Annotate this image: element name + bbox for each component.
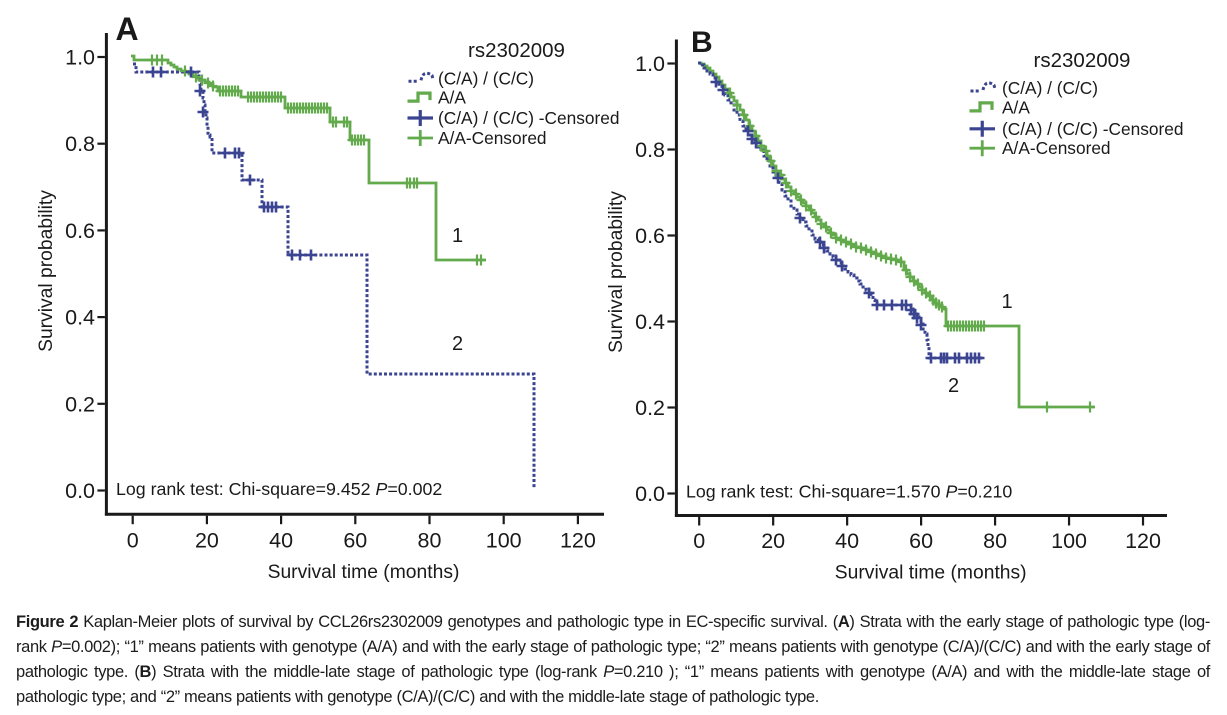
svg-text:A/A: A/A — [438, 88, 466, 108]
svg-text:40: 40 — [269, 529, 293, 553]
svg-text:0.4: 0.4 — [65, 306, 95, 330]
svg-text:60: 60 — [909, 529, 933, 553]
svg-text:A/A-Censored: A/A-Censored — [438, 128, 547, 148]
svg-text:0: 0 — [693, 529, 705, 553]
svg-text:(C/A) / (C/C) -Censored: (C/A) / (C/C) -Censored — [1002, 119, 1183, 139]
svg-text:A/A: A/A — [1002, 97, 1030, 117]
svg-text:20: 20 — [195, 529, 219, 553]
svg-text:Survival probability: Survival probability — [606, 191, 627, 353]
svg-text:0.8: 0.8 — [635, 138, 665, 162]
svg-text:0.6: 0.6 — [65, 219, 95, 243]
svg-text:(C/A) / (C/C) -Censored: (C/A) / (C/C) -Censored — [438, 108, 619, 128]
svg-text:A: A — [116, 11, 139, 47]
svg-text:Survival probability: Survival probability — [36, 190, 57, 352]
svg-text:Survival time (months): Survival time (months) — [835, 562, 1027, 583]
svg-text:0.4: 0.4 — [635, 310, 665, 334]
svg-text:Survival time (months): Survival time (months) — [268, 562, 460, 583]
svg-text:2: 2 — [948, 375, 959, 397]
svg-text:0.0: 0.0 — [65, 479, 95, 503]
svg-text:1.0: 1.0 — [65, 46, 95, 70]
svg-text:Log rank test: Chi-square=1.57: Log rank test: Chi-square=1.570 P=0.210 — [686, 482, 1012, 502]
svg-text:120: 120 — [1125, 529, 1161, 553]
svg-text:40: 40 — [835, 529, 859, 553]
svg-text:rs2302009: rs2302009 — [1034, 49, 1131, 72]
svg-text:0.2: 0.2 — [635, 396, 665, 420]
svg-text:B: B — [691, 26, 713, 59]
svg-text:1: 1 — [452, 225, 463, 247]
svg-text:20: 20 — [761, 529, 785, 553]
svg-text:0.6: 0.6 — [635, 224, 665, 248]
svg-text:(C/A) / (C/C): (C/A) / (C/C) — [1002, 78, 1098, 98]
svg-text:0: 0 — [127, 529, 139, 553]
svg-text:100: 100 — [486, 529, 522, 553]
svg-text:0.8: 0.8 — [65, 132, 95, 156]
svg-text:2: 2 — [452, 333, 463, 355]
svg-text:1: 1 — [1001, 291, 1012, 313]
svg-text:0.2: 0.2 — [65, 392, 95, 416]
svg-text:60: 60 — [343, 529, 367, 553]
svg-text:80: 80 — [983, 529, 1007, 553]
svg-text:1.0: 1.0 — [635, 52, 665, 76]
svg-text:0.0: 0.0 — [635, 482, 665, 506]
svg-text:A/A-Censored: A/A-Censored — [1002, 138, 1111, 158]
svg-text:(C/A) / (C/C): (C/A) / (C/C) — [438, 68, 534, 88]
svg-text:120: 120 — [560, 529, 596, 553]
svg-text:rs2302009: rs2302009 — [468, 39, 565, 62]
svg-text:Log rank test: Chi-square=9.45: Log rank test: Chi-square=9.452 P=0.002 — [116, 479, 442, 499]
svg-text:100: 100 — [1051, 529, 1087, 553]
svg-text:80: 80 — [418, 529, 442, 553]
